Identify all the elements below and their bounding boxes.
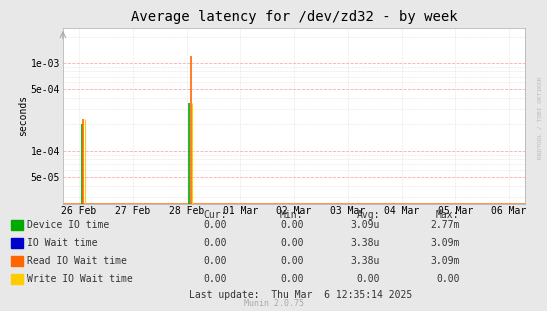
Text: 3.38u: 3.38u <box>351 238 380 248</box>
Text: 0.00: 0.00 <box>357 274 380 284</box>
Title: Average latency for /dev/zd32 - by week: Average latency for /dev/zd32 - by week <box>131 10 457 24</box>
Y-axis label: seconds: seconds <box>18 95 28 137</box>
Text: Min:: Min: <box>280 210 304 220</box>
Text: 0.00: 0.00 <box>203 238 227 248</box>
Text: 0.00: 0.00 <box>203 220 227 230</box>
Text: 2.77m: 2.77m <box>430 220 459 230</box>
Text: 0.00: 0.00 <box>280 220 304 230</box>
Text: IO Wait time: IO Wait time <box>27 238 98 248</box>
Text: 0.00: 0.00 <box>280 256 304 266</box>
Text: 0.00: 0.00 <box>203 256 227 266</box>
Text: Device IO time: Device IO time <box>27 220 109 230</box>
Text: 3.38u: 3.38u <box>351 256 380 266</box>
Text: Read IO Wait time: Read IO Wait time <box>27 256 127 266</box>
Text: Write IO Wait time: Write IO Wait time <box>27 274 133 284</box>
Text: Avg:: Avg: <box>357 210 380 220</box>
Text: Munin 2.0.75: Munin 2.0.75 <box>243 299 304 308</box>
Text: 0.00: 0.00 <box>280 238 304 248</box>
Text: 3.09m: 3.09m <box>430 238 459 248</box>
Text: 3.09m: 3.09m <box>430 256 459 266</box>
Text: RRDTOOL / TOBI OETIKER: RRDTOOL / TOBI OETIKER <box>538 77 543 160</box>
Text: 0.00: 0.00 <box>280 274 304 284</box>
Text: 0.00: 0.00 <box>436 274 459 284</box>
Text: Max:: Max: <box>436 210 459 220</box>
Text: Last update:  Thu Mar  6 12:35:14 2025: Last update: Thu Mar 6 12:35:14 2025 <box>189 290 412 300</box>
Text: 0.00: 0.00 <box>203 274 227 284</box>
Text: 3.09u: 3.09u <box>351 220 380 230</box>
Text: Cur:: Cur: <box>203 210 227 220</box>
